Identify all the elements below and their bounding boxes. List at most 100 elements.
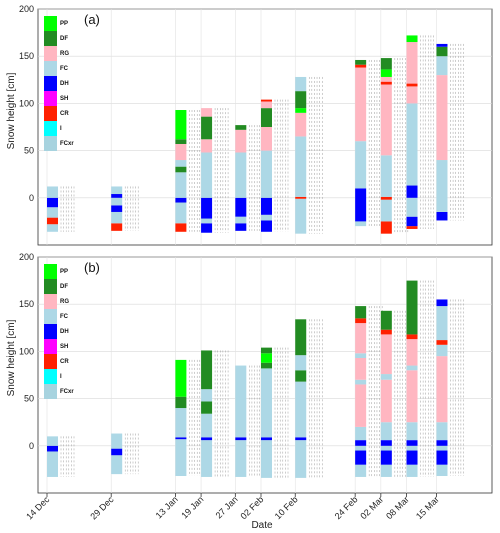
layer-dh <box>261 437 272 441</box>
layer-cr <box>111 223 123 231</box>
layer-fc <box>355 353 367 359</box>
layer-df <box>175 166 187 173</box>
layer-fc <box>295 381 307 438</box>
layer-rg <box>355 358 367 380</box>
layer-pp <box>261 353 272 363</box>
layer-fc <box>436 56 448 76</box>
panel-b: 0 50 100 150 200 PP DF RG FC DH SH CR I FCxr (b) <box>19 252 493 494</box>
layer-fc <box>201 218 213 224</box>
layer-rg <box>436 75 448 161</box>
layer-fc <box>380 445 392 451</box>
layer-dh <box>436 43 448 47</box>
layer-fc <box>111 433 123 449</box>
layer-rg <box>201 139 213 153</box>
layer-rg <box>355 323 367 354</box>
y-tick-label: 150 <box>19 299 34 309</box>
layer-df <box>295 370 307 382</box>
layer-df <box>261 347 272 354</box>
layer-rg <box>175 143 187 161</box>
layer-pp <box>175 110 187 140</box>
layer-fc <box>295 76 307 92</box>
layer-dh <box>355 450 367 465</box>
layer-fc <box>111 211 123 224</box>
layer-dh <box>355 440 367 446</box>
layer-pp <box>380 69 392 77</box>
layer-df <box>355 306 367 319</box>
layer-fc <box>436 422 448 441</box>
layer-fc <box>235 365 247 438</box>
layer-dh <box>436 440 448 446</box>
layer-fc <box>261 214 272 221</box>
x-tick-label: 08 Mar <box>384 494 411 521</box>
layer-fc <box>380 464 392 477</box>
layer-dh <box>406 185 418 198</box>
x-tick-label: 29 Dec <box>88 494 116 522</box>
layer-rg <box>406 339 418 366</box>
layer-dh <box>261 197 272 215</box>
y-tick-label: 50 <box>24 394 34 404</box>
legend-label: FC <box>60 314 69 320</box>
layer-dh <box>201 197 213 219</box>
layer-cr <box>295 196 307 199</box>
layer-fc <box>201 440 213 477</box>
layer-rg <box>355 384 367 427</box>
layer-dh <box>235 437 247 441</box>
y-axis-title-b: Snow height [cm] <box>6 319 17 396</box>
y-tick-label: 200 <box>19 4 34 14</box>
legend-label: DH <box>60 329 69 335</box>
layer-fc <box>47 207 58 218</box>
x-tick-label: 13 Jan <box>154 494 180 520</box>
layer-fc <box>380 155 392 197</box>
legend-label: FCxr <box>60 389 74 395</box>
layer-df <box>201 116 213 140</box>
layer-fc <box>295 355 307 371</box>
layer-cr <box>355 318 367 324</box>
layer-fc <box>406 365 418 371</box>
layer-cr <box>380 221 392 234</box>
layer-cr <box>436 340 448 345</box>
layer-fc <box>47 451 58 477</box>
layer-rg <box>406 42 418 84</box>
y-tick-label: 0 <box>29 441 34 451</box>
layer-fc <box>111 186 123 195</box>
legend-label: FC <box>60 66 69 72</box>
layer-fc <box>175 439 187 477</box>
layer-df <box>295 319 307 356</box>
layer-dh <box>436 450 448 465</box>
layer-fc <box>436 344 448 357</box>
layer-df <box>175 396 187 409</box>
y-tick-label: 100 <box>19 98 34 108</box>
layer-fc <box>261 440 272 478</box>
panel-label: (a) <box>84 12 100 27</box>
panel-a: 0 50 100 150 200 PP DF RG FC DH SH CR I FCxr (a) <box>19 4 493 246</box>
x-tick-label: 19 Jan <box>179 494 205 520</box>
layer-dh <box>47 445 58 452</box>
layer-fc <box>406 103 418 186</box>
layer-dh <box>111 448 123 456</box>
legend-swatch <box>44 354 57 369</box>
legend-label: FCxr <box>60 141 74 147</box>
layer-rg <box>380 76 392 82</box>
layer-fc <box>201 152 213 198</box>
layer-fc <box>436 445 448 451</box>
legend-swatch <box>44 76 57 91</box>
layer-cr <box>47 217 58 225</box>
layer-fc <box>355 426 367 441</box>
layer-dh <box>261 220 272 232</box>
layer-pp <box>175 359 187 397</box>
legend-swatch <box>44 136 57 151</box>
layer-df <box>201 350 213 390</box>
layer-dh <box>295 437 307 441</box>
layer-fc <box>380 374 392 380</box>
layer-dh <box>436 299 448 307</box>
legend-swatch <box>44 31 57 46</box>
layer-fc <box>436 464 448 477</box>
legend-swatch <box>44 324 57 339</box>
x-tick-label: 24 Feb <box>333 494 360 521</box>
layer-fc <box>175 160 187 167</box>
layer-dh <box>201 223 213 233</box>
legend-swatch <box>44 46 57 61</box>
x-tick-label: 14 Dec <box>24 494 52 522</box>
legend-swatch <box>44 121 57 136</box>
